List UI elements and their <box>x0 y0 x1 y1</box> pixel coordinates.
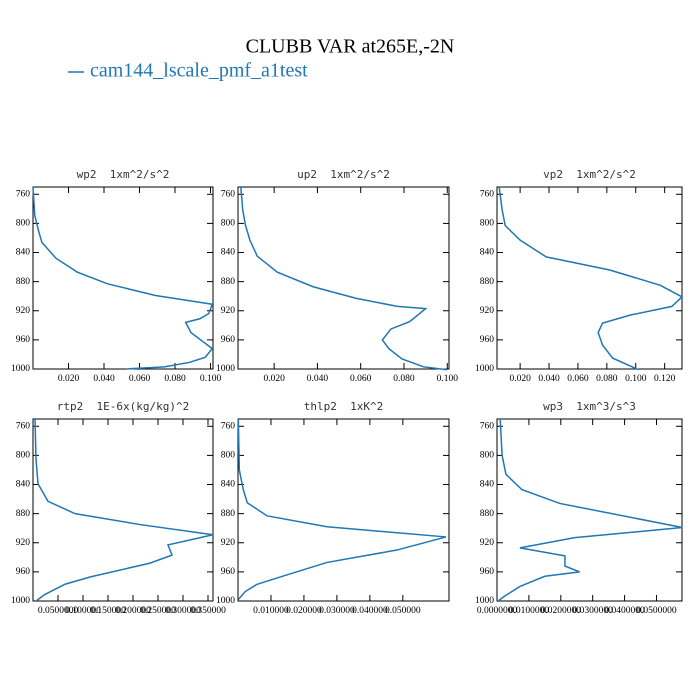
x-tick-label: 0.060 <box>567 374 589 384</box>
x-tick-label: 0.100000 <box>65 606 101 616</box>
x-tick-label: 0.100 <box>200 374 222 384</box>
y-tick-label: 1000 <box>216 596 235 606</box>
y-tick-label: 880 <box>480 509 495 519</box>
panel-title: up2 1xm^2/s^2 <box>297 168 390 181</box>
x-tick-label: 0.0500000 <box>636 606 677 616</box>
y-tick-label: 880 <box>16 277 31 287</box>
y-tick-label: 840 <box>480 480 495 490</box>
y-tick-label: 880 <box>221 509 236 519</box>
profile-line <box>498 186 684 371</box>
y-tick-label: 960 <box>16 335 31 345</box>
y-tick-label: 840 <box>221 480 236 490</box>
legend-label: cam144_lscale_pmf_a1test <box>90 60 308 82</box>
y-tick-label: 960 <box>221 567 236 577</box>
x-tick-label: 0.010000 <box>253 606 289 616</box>
y-tick-label: 800 <box>16 219 31 229</box>
x-tick-label: 0.030000 <box>319 606 355 616</box>
x-tick-label: 0.120 <box>654 374 676 384</box>
x-tick-label: 0.0500000 <box>38 606 79 616</box>
y-tick-label: 920 <box>221 306 236 316</box>
y-tick-label: 1000 <box>216 364 235 374</box>
plot-frame <box>32 418 214 602</box>
x-tick-label: 0.060 <box>129 374 151 384</box>
y-tick-label: 760 <box>480 189 495 199</box>
x-tick-label: 0.060 <box>350 374 372 384</box>
x-tick-label: 0.200000 <box>115 606 151 616</box>
x-tick-label: 0.050000 <box>385 606 421 616</box>
y-tick-label: 800 <box>221 219 236 229</box>
x-tick-label: 0.100 <box>437 374 459 384</box>
y-tick-label: 840 <box>480 248 495 258</box>
x-tick-label: 0.250000 <box>140 606 176 616</box>
x-tick-label: 0.040 <box>307 374 329 384</box>
x-tick-label: 0.0400000 <box>604 606 645 616</box>
y-tick-label: 800 <box>480 219 495 229</box>
panel-title: thlp2 1xK^2 <box>304 400 383 413</box>
x-tick-label: 0.0000000 <box>477 606 518 616</box>
panel-title: rtp2 1E-6x(kg/kg)^2 <box>57 400 189 413</box>
y-tick-label: 760 <box>16 189 31 199</box>
y-tick-label: 760 <box>480 421 495 431</box>
profile-line <box>496 418 683 603</box>
plot-frame <box>496 186 683 370</box>
profile-line <box>237 418 447 601</box>
x-tick-label: 0.020 <box>58 374 80 384</box>
panel-title: vp2 1xm^2/s^2 <box>543 168 636 181</box>
x-tick-label: 0.300000 <box>165 606 201 616</box>
x-tick-label: 0.0300000 <box>573 606 614 616</box>
y-tick-label: 800 <box>221 451 236 461</box>
x-tick-label: 0.020 <box>263 374 285 384</box>
y-tick-label: 840 <box>221 248 236 258</box>
profile-line <box>240 186 448 371</box>
y-tick-label: 960 <box>16 567 31 577</box>
x-tick-label: 0.020000 <box>286 606 322 616</box>
y-tick-label: 920 <box>480 306 495 316</box>
x-tick-label: 0.020 <box>509 374 531 384</box>
x-tick-label: 0.150000 <box>90 606 126 616</box>
y-tick-label: 1000 <box>475 596 494 606</box>
y-tick-label: 880 <box>16 509 31 519</box>
y-tick-label: 960 <box>480 335 495 345</box>
y-tick-label: 880 <box>221 277 236 287</box>
y-tick-label: 960 <box>221 335 236 345</box>
y-tick-label: 960 <box>480 567 495 577</box>
y-tick-label: 1000 <box>475 364 494 374</box>
plot-frame <box>32 186 214 370</box>
y-tick-label: 800 <box>480 451 495 461</box>
x-tick-label: 0.0200000 <box>541 606 582 616</box>
y-tick-label: 920 <box>480 538 495 548</box>
y-tick-label: 760 <box>221 421 236 431</box>
y-tick-label: 920 <box>16 306 31 316</box>
x-tick-label: 0.040000 <box>352 606 388 616</box>
x-tick-label: 0.350000 <box>190 606 226 616</box>
y-tick-label: 1000 <box>11 364 30 374</box>
y-tick-label: 760 <box>221 189 236 199</box>
x-tick-label: 0.080 <box>393 374 415 384</box>
y-tick-label: 840 <box>16 480 31 490</box>
y-tick-label: 760 <box>16 421 31 431</box>
y-tick-label: 840 <box>16 248 31 258</box>
y-tick-label: 920 <box>16 538 31 548</box>
y-tick-label: 880 <box>480 277 495 287</box>
y-tick-label: 920 <box>221 538 236 548</box>
x-tick-label: 0.0100000 <box>509 606 550 616</box>
y-tick-label: 1000 <box>11 596 30 606</box>
x-tick-label: 0.080 <box>596 374 618 384</box>
x-tick-label: 0.040 <box>538 374 560 384</box>
profile-line <box>34 418 214 601</box>
plot-frame <box>237 418 450 602</box>
profile-line <box>32 186 214 370</box>
x-tick-label: 0.080 <box>164 374 186 384</box>
panel-title: wp2 1xm^2/s^2 <box>77 168 170 181</box>
plot-frame <box>237 186 450 370</box>
x-tick-label: 0.100 <box>625 374 647 384</box>
plot-frame <box>496 418 683 602</box>
figure-title: CLUBB VAR at265E,-2N <box>246 36 455 58</box>
panel-title: wp3 1xm^3/s^3 <box>543 400 636 413</box>
y-tick-label: 800 <box>16 451 31 461</box>
x-tick-label: 0.040 <box>93 374 115 384</box>
